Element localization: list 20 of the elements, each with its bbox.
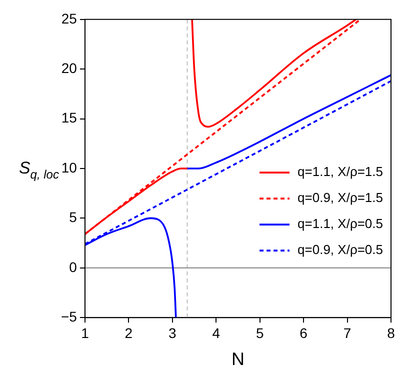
x-tick-label: 1 (81, 324, 90, 341)
y-tick-label: 10 (61, 159, 78, 176)
x-tick-label: 2 (124, 324, 133, 341)
legend-label: q=1.1, X/ρ=0.5 (298, 216, 384, 232)
y-tick-label: 20 (61, 60, 78, 76)
x-tick-label: 6 (300, 324, 308, 341)
y-tick-label: 25 (61, 10, 78, 26)
legend-label: q=1.1, X/ρ=1.5 (298, 164, 384, 180)
y-tick-label: −5 (60, 308, 78, 324)
y-tick-label: 0 (69, 258, 78, 275)
y-tick-label: 5 (69, 209, 78, 226)
x-tick-label: 3 (168, 324, 177, 341)
y-tick-label: 15 (61, 110, 78, 126)
x-axis-title: N (231, 349, 244, 370)
x-tick-label: 7 (343, 324, 352, 341)
legend-label: q=0.9, X/ρ=1.5 (298, 190, 384, 206)
x-tick-label: 4 (212, 324, 220, 341)
x-tick-label: 5 (256, 324, 264, 341)
legend-label: q=0.9, X/ρ=0.5 (298, 242, 384, 258)
x-tick-label: 8 (387, 324, 396, 341)
